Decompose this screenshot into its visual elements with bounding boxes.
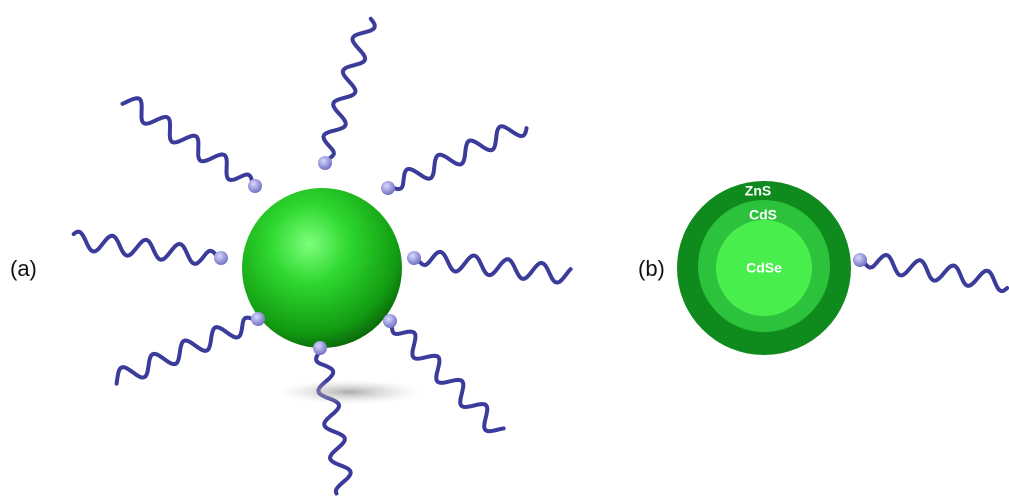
anchor-ball xyxy=(318,156,332,170)
ligand-chain xyxy=(321,16,377,165)
shadow xyxy=(280,380,420,404)
nanoparticle xyxy=(242,188,402,348)
layer-label: CdSe xyxy=(746,260,782,276)
layer-label: CdS xyxy=(749,207,777,223)
anchor-ball xyxy=(248,179,262,193)
ligand-chain xyxy=(386,124,529,192)
anchor-ball xyxy=(383,314,397,328)
anchor-ball xyxy=(313,341,327,355)
core-cdse xyxy=(716,220,812,316)
ligands xyxy=(71,16,1009,496)
ligand-chain xyxy=(858,253,1009,293)
anchor-ball xyxy=(214,251,228,265)
panel-label: (a) xyxy=(10,256,37,281)
layer-label: ZnS xyxy=(745,183,771,199)
anchor-ball xyxy=(407,251,421,265)
ligand-chain xyxy=(412,249,573,285)
anchor-ball xyxy=(251,312,265,326)
ligand-chain xyxy=(388,319,506,434)
ligand-chain xyxy=(114,315,260,386)
panel-label: (b) xyxy=(638,256,665,281)
ligand-chain xyxy=(314,346,353,496)
anchor-groups xyxy=(214,156,867,355)
ligand-chain xyxy=(71,229,223,266)
anchor-ball xyxy=(853,253,867,267)
anchor-ball xyxy=(381,181,395,195)
ligand-chain xyxy=(120,96,257,188)
